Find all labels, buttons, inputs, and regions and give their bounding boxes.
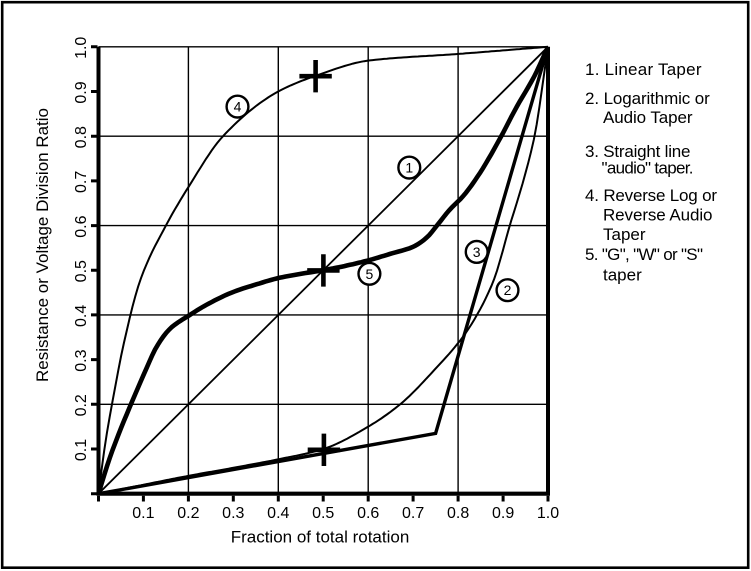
svg-text:0.2: 0.2 xyxy=(177,505,199,522)
svg-text:1.0: 1.0 xyxy=(73,37,90,59)
svg-text:taper: taper xyxy=(603,266,642,285)
svg-text:1. Linear Taper: 1. Linear Taper xyxy=(585,60,702,79)
svg-text:0.1: 0.1 xyxy=(132,505,154,522)
svg-text:0.6: 0.6 xyxy=(73,215,90,237)
svg-text:0.8: 0.8 xyxy=(73,126,90,148)
svg-text:2: 2 xyxy=(504,282,512,298)
svg-text:0.5: 0.5 xyxy=(73,260,90,282)
svg-text:Audio Taper: Audio Taper xyxy=(603,108,693,127)
svg-text:0.7: 0.7 xyxy=(402,505,424,522)
svg-text:0.1: 0.1 xyxy=(73,439,90,461)
svg-text:1: 1 xyxy=(405,160,413,176)
svg-text:0.9: 0.9 xyxy=(73,81,90,103)
svg-text:Reverse Audio: Reverse Audio xyxy=(603,206,713,225)
svg-text:0.4: 0.4 xyxy=(73,305,90,327)
svg-text:Resistance or Voltage Division: Resistance or Voltage Division Ratio xyxy=(33,108,52,382)
svg-text:Taper: Taper xyxy=(603,225,646,244)
svg-text:2. Logarithmic or: 2. Logarithmic or xyxy=(585,89,710,108)
svg-text:0.4: 0.4 xyxy=(267,505,289,522)
svg-text:0.3: 0.3 xyxy=(73,349,90,371)
svg-text:Fraction of total rotation: Fraction of total rotation xyxy=(231,528,410,547)
svg-text:1.0: 1.0 xyxy=(537,505,559,522)
svg-text:0.3: 0.3 xyxy=(222,505,244,522)
svg-text:3. Straight line: 3. Straight line xyxy=(585,142,691,161)
svg-text:4. Reverse Log or: 4. Reverse Log or xyxy=(585,186,717,205)
svg-text:0.8: 0.8 xyxy=(447,505,469,522)
svg-text:0.9: 0.9 xyxy=(492,505,514,522)
svg-text:5: 5 xyxy=(366,266,374,282)
svg-text:0.5: 0.5 xyxy=(312,505,334,522)
svg-text:0.2: 0.2 xyxy=(73,394,90,416)
svg-text:"audio" taper.: "audio" taper. xyxy=(602,159,694,178)
svg-text:5. "G", "W" or "S": 5. "G", "W" or "S" xyxy=(585,245,703,264)
svg-text:0.6: 0.6 xyxy=(357,505,379,522)
svg-text:4: 4 xyxy=(234,99,242,115)
svg-text:3: 3 xyxy=(473,244,481,260)
svg-text:0.7: 0.7 xyxy=(73,171,90,193)
